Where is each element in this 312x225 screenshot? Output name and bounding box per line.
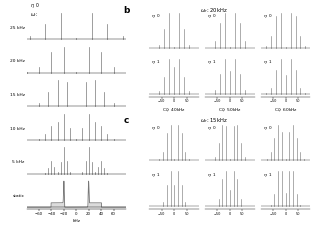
Text: 15 kHz: 15 kHz xyxy=(10,93,25,97)
Text: $\eta$: 1: $\eta$: 1 xyxy=(207,58,217,66)
Text: $\omega_r$:: $\omega_r$: xyxy=(30,11,38,20)
Text: $\eta$: 0: $\eta$: 0 xyxy=(151,12,161,20)
Text: 25 kHz: 25 kHz xyxy=(10,26,25,30)
Text: $\eta$: 0: $\eta$: 0 xyxy=(263,124,272,132)
Text: $\eta$: 0: $\eta$: 0 xyxy=(151,124,161,132)
Text: C$_Q$: 40kHz: C$_Q$: 40kHz xyxy=(162,106,186,114)
Text: $\eta$: 1: $\eta$: 1 xyxy=(151,171,161,179)
Text: $\eta$: 1: $\eta$: 1 xyxy=(151,58,161,66)
Text: $\eta$: 0: $\eta$: 0 xyxy=(263,12,272,20)
Text: 20 kHz: 20 kHz xyxy=(10,59,25,63)
Text: b: b xyxy=(123,6,129,15)
Text: $\eta$: 0: $\eta$: 0 xyxy=(207,12,217,20)
Text: $\eta$: 0: $\eta$: 0 xyxy=(207,124,217,132)
Text: $\eta$: 1: $\eta$: 1 xyxy=(207,171,217,179)
Text: C$_Q$: 60kHz: C$_Q$: 60kHz xyxy=(274,106,298,114)
Text: $\eta$: 0: $\eta$: 0 xyxy=(30,1,40,10)
X-axis label: kHz: kHz xyxy=(72,218,80,223)
Text: C$_Q$: 60kHz: C$_Q$: 60kHz xyxy=(274,0,298,2)
Text: $\eta$: 1: $\eta$: 1 xyxy=(263,171,272,179)
Text: c: c xyxy=(123,116,129,125)
Text: 10 kHz: 10 kHz xyxy=(10,127,25,131)
Text: C$_Q$: 50kHz: C$_Q$: 50kHz xyxy=(218,0,242,2)
Text: C$_Q$: 50kHz: C$_Q$: 50kHz xyxy=(218,106,242,114)
Text: C$_Q$: 53 kHz: C$_Q$: 53 kHz xyxy=(30,0,56,1)
Text: $\omega_r$: 15kHz: $\omega_r$: 15kHz xyxy=(200,116,227,125)
Text: 5 kHz: 5 kHz xyxy=(12,160,25,164)
Text: $\omega_r$: 20kHz: $\omega_r$: 20kHz xyxy=(200,6,227,15)
Text: static: static xyxy=(12,194,25,198)
Text: C$_Q$: 40kHz: C$_Q$: 40kHz xyxy=(162,0,186,2)
Text: $\eta$: 1: $\eta$: 1 xyxy=(263,58,272,66)
